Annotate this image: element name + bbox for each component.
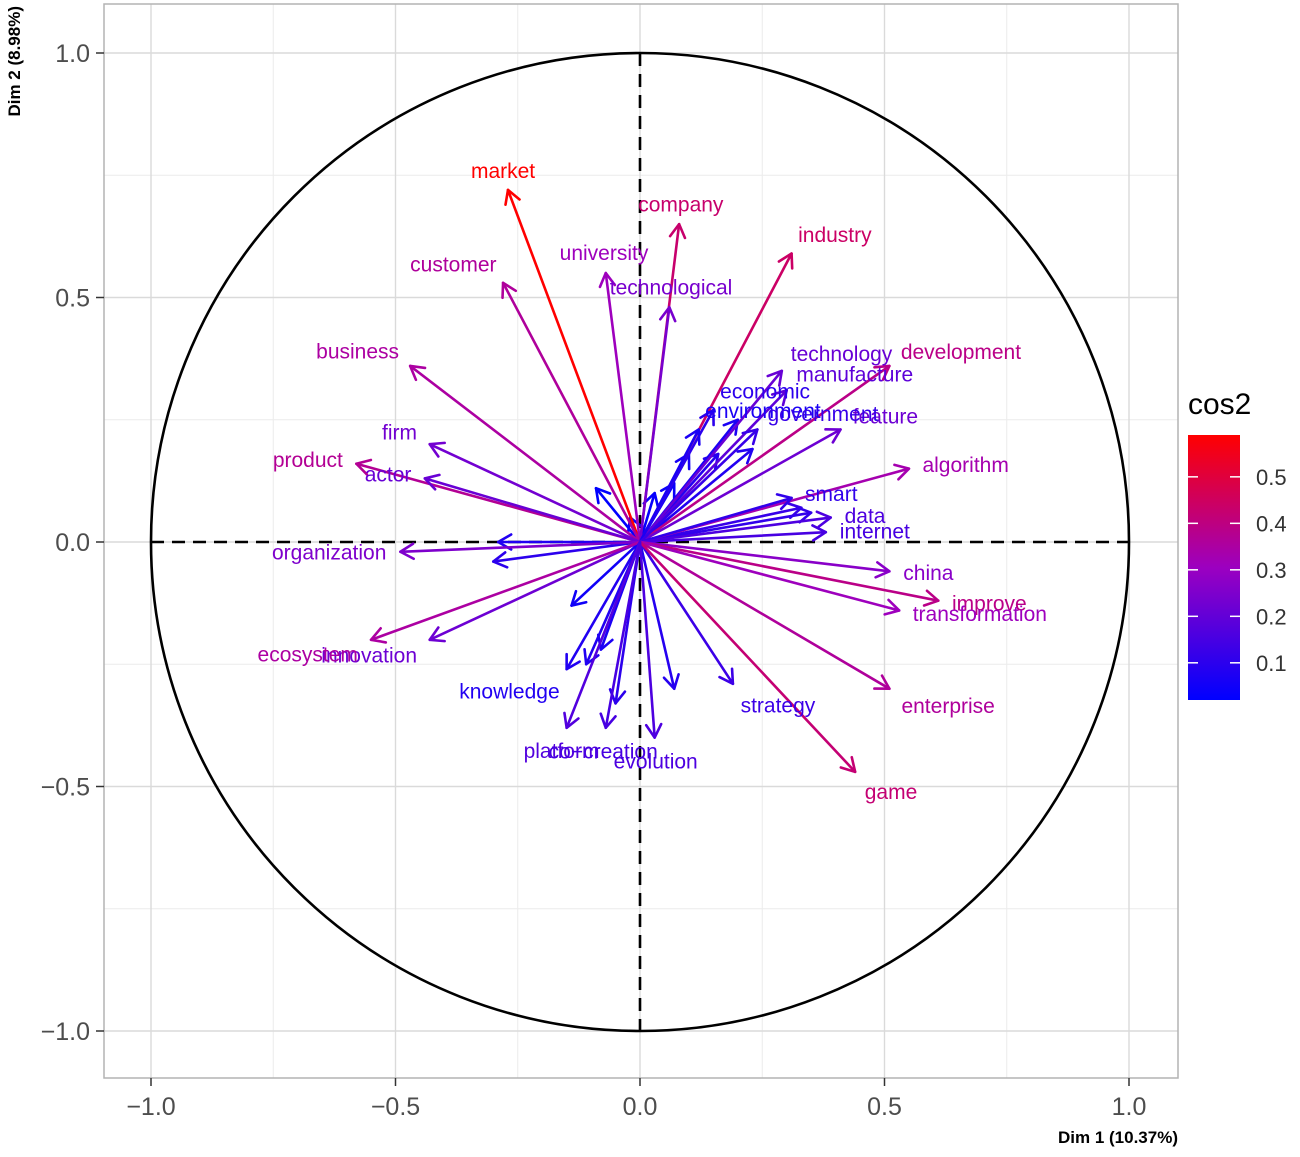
variable-arrow <box>599 540 642 730</box>
variable-arrow <box>598 271 642 544</box>
legend-ticks: 0.1 0.2 0.3 0.4 0.5 <box>1188 465 1287 676</box>
y-tick-label: 1.0 <box>55 40 90 68</box>
variable-arrow-unlabeled <box>638 491 660 544</box>
variable-arrow <box>638 540 735 686</box>
variable-arrow <box>638 540 663 739</box>
variable-label: internet <box>840 520 910 543</box>
variable-arrow <box>638 540 891 579</box>
variable-arrow <box>504 188 642 544</box>
variable-label: company <box>638 193 724 216</box>
variable-arrow <box>638 510 833 544</box>
variable-arrow <box>638 369 784 544</box>
variable-label: china <box>903 562 954 585</box>
x-tick-label: 0.5 <box>867 1093 902 1121</box>
variable-label: co−creation <box>549 741 658 764</box>
variable-label: improve <box>952 592 1027 615</box>
x-tick-label: −0.5 <box>371 1093 420 1121</box>
legend-tick-label: 0.1 <box>1256 651 1287 676</box>
variable-label: transformation <box>913 603 1047 626</box>
variable-label: product <box>273 449 343 472</box>
variable-label: evolution <box>614 751 698 774</box>
legend-colorbar <box>1188 435 1240 700</box>
legend-tick-label: 0.5 <box>1256 465 1287 490</box>
variable-label: innovation <box>321 645 417 668</box>
x-tick-label: 1.0 <box>1112 1093 1147 1121</box>
variable-label: organization <box>272 541 386 564</box>
variable-label: smart <box>805 483 858 506</box>
variable-arrow <box>428 441 642 544</box>
variable-label: data <box>845 505 886 528</box>
panel-border <box>103 3 1179 1079</box>
variable-arrow-unlabeled <box>638 447 754 544</box>
x-tick-label: −1.0 <box>126 1093 175 1121</box>
cos2-legend: cos2 0.1 0.2 0.3 0.4 0.5 <box>1188 388 1287 700</box>
variable-arrow <box>563 540 642 730</box>
legend-tick-label: 0.4 <box>1256 511 1287 536</box>
variable-arrow <box>408 364 642 544</box>
variable-arrow <box>399 540 642 561</box>
variable-arrow-unlabeled <box>491 540 642 569</box>
y-axis-ticks: −1.0 −0.5 0.0 0.5 1.0 <box>41 40 104 1046</box>
variable-label: knowledge <box>459 680 559 703</box>
variable-arrow <box>638 540 940 607</box>
x-axis-title: Dim 1 (10.37%) <box>1058 1128 1178 1147</box>
y-tick-label: 0.0 <box>55 529 90 557</box>
variable-arrow <box>638 428 842 544</box>
variable-arrow <box>638 305 677 544</box>
variable-label: customer <box>410 253 496 276</box>
variable-arrow <box>565 540 642 671</box>
variable-label: university <box>560 242 649 265</box>
variable-label: business <box>316 340 399 363</box>
variable-arrow <box>638 540 891 691</box>
variable-label: strategy <box>741 695 816 718</box>
variable-arrow <box>638 524 828 544</box>
variable-arrow <box>369 540 642 644</box>
variable-arrow <box>638 428 759 544</box>
variable-arrow-unlabeled <box>570 540 642 607</box>
y-tick-label: −1.0 <box>41 1018 90 1046</box>
variable-label: industry <box>798 224 872 247</box>
variable-arrow <box>638 540 857 774</box>
variable-arrows <box>355 188 940 774</box>
variable-label: firm <box>382 421 417 444</box>
variable-label: economic <box>720 381 810 404</box>
variable-arrow <box>428 540 642 643</box>
variable-arrow-unlabeled <box>594 486 642 544</box>
variable-arrow <box>423 473 642 544</box>
variable-labels: market company university customer industry t… <box>258 160 1047 804</box>
variable-arrow <box>638 389 789 544</box>
variable-label: feature <box>853 406 918 429</box>
variable-label: manufacture <box>796 363 913 386</box>
variable-arrow <box>638 540 901 616</box>
variable-arrow <box>638 428 701 544</box>
variable-arrow-unlabeled <box>638 540 680 691</box>
legend-tick-label: 0.2 <box>1256 604 1287 629</box>
y-tick-label: 0.5 <box>55 285 90 313</box>
variable-label: technological <box>610 276 733 299</box>
variable-arrow <box>638 493 793 544</box>
variable-label: development <box>901 341 1021 364</box>
variable-label: ecosystem <box>258 644 358 667</box>
variable-label: government <box>767 403 878 426</box>
variable-label: technology <box>791 343 893 366</box>
legend-tick-label: 0.3 <box>1256 558 1287 583</box>
variable-arrow <box>501 281 642 544</box>
x-tick-label: 0.0 <box>623 1093 658 1121</box>
x-axis-ticks: −1.0 −0.5 0.0 0.5 1.0 <box>126 1078 1146 1121</box>
variable-label: market <box>471 160 535 183</box>
y-tick-label: −0.5 <box>41 774 90 802</box>
variable-label: actor <box>365 463 412 486</box>
y-axis-title: Dim 2 (8.98%) <box>5 6 24 117</box>
variable-label: algorithm <box>922 454 1008 477</box>
variable-arrow <box>638 364 891 544</box>
legend-title: cos2 <box>1188 388 1251 421</box>
variable-label: platform <box>524 740 600 763</box>
variable-label: environment <box>705 400 821 423</box>
variable-label: enterprise <box>901 695 994 718</box>
variable-label: game <box>865 781 918 804</box>
